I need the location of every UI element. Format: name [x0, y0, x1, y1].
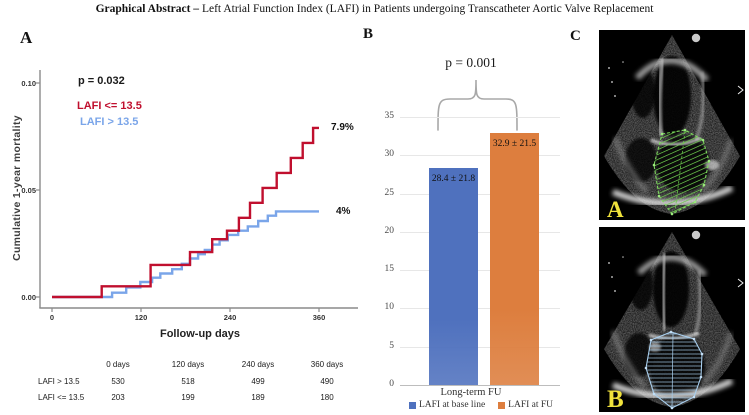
bar-ytick-label: 0: [389, 379, 394, 389]
bar-gridline: [400, 231, 560, 233]
risk-row2-v0: 203: [111, 393, 125, 402]
panel-a-letter: A: [20, 28, 33, 47]
km-endlabel-red: 7.9%: [331, 122, 354, 133]
legend-fu-label: LAFI at FU: [508, 400, 554, 410]
panel-b-letter: B: [363, 26, 374, 42]
la-trace-b: [644, 330, 704, 410]
bar-plot-area: [400, 110, 560, 386]
bar-gridline: [400, 385, 560, 386]
risk-row2-v1: 199: [181, 393, 195, 402]
km-legend-lafi-low: LAFI <= 13.5: [77, 100, 142, 112]
km-xtick-240: 240: [223, 313, 237, 322]
km-p-value: p = 0.032: [78, 75, 125, 87]
legend-item-fu: LAFI at FU: [498, 400, 553, 410]
risk-row1-v1: 518: [181, 377, 195, 386]
km-xlabel: Follow-up days: [159, 328, 241, 340]
risk-row1-v2: 499: [251, 377, 265, 386]
bar-value-label: 28.4 ± 21.8: [431, 173, 476, 184]
bar-ytick-label: 5: [389, 340, 394, 351]
figure-title-bold: Graphical Abstract –: [95, 3, 200, 15]
bar-legend: LAFI at base line LAFI at FU: [396, 400, 566, 410]
fu-swatch-icon: [498, 401, 506, 409]
risk-row2-label: LAFI <= 13.5: [38, 393, 85, 402]
risk-row1-v3: 490: [320, 377, 334, 386]
echo-b-label: B: [607, 386, 624, 412]
km-curves: [52, 126, 319, 299]
bar-ytick-label: 25: [384, 187, 395, 198]
km-curve-lafi-high: [52, 210, 319, 299]
bar-gridline: [400, 155, 560, 157]
km-legend-lafi-high: LAFI > 13.5: [80, 116, 139, 128]
risk-row1-v0: 530: [111, 377, 125, 386]
bar-ytick-label: 10: [384, 302, 395, 313]
echo-b-anatomy: [608, 230, 744, 399]
bar-category-label: Long-term FU: [440, 387, 502, 398]
risk-row2-v3: 180: [320, 393, 334, 402]
bar-gridline: [400, 270, 560, 272]
figure-title: Graphical Abstract – Left Atrial Functio…: [0, 3, 749, 15]
bar-lafi-baseline: [429, 167, 478, 385]
risk-row2-v2: 189: [251, 393, 265, 402]
bar-ytick-label: 30: [384, 149, 395, 160]
echo-image-a: A: [599, 30, 745, 220]
bar-p-value: p = 0.001: [445, 55, 497, 70]
km-ytick-000: 0.00: [21, 293, 36, 302]
bar-gridline: [400, 346, 560, 348]
echo-a-anatomy: [608, 33, 744, 206]
echo-image-b: B: [599, 227, 745, 412]
km-xtick-360: 360: [312, 313, 326, 322]
bar-ytick-label: 35: [384, 111, 395, 121]
legend-baseline-label: LAFI at base line: [418, 400, 486, 410]
km-xtick-0: 0: [49, 313, 55, 322]
bar-gridline: [400, 193, 560, 195]
significance-brace: [437, 79, 518, 131]
baseline-swatch-icon: [408, 401, 416, 409]
risk-header-240: 240 days: [241, 360, 275, 369]
km-ytick-010: 0.10: [21, 79, 36, 88]
km-ytick-005: 0.05: [21, 186, 36, 195]
risk-header-360: 360 days: [310, 360, 344, 369]
bar-value-label: 32.9 ± 21.5: [492, 139, 537, 150]
panel-c-letter: C: [570, 28, 581, 44]
km-curve-lafi-low: [52, 126, 319, 299]
figure-title-rest: Left Atrial Function Index (LAFI) in Pat…: [199, 3, 654, 15]
km-endlabel-blue: 4%: [336, 206, 351, 217]
km-xtick-120: 120: [134, 313, 148, 322]
echo-a-label: A: [607, 197, 624, 220]
risk-header-0: 0 days: [106, 360, 130, 369]
bar-lafi-fu: [490, 133, 539, 385]
bar-ytick-label: 20: [384, 225, 395, 236]
km-axes: [36, 70, 358, 312]
bar-ytick-label: 15: [384, 264, 395, 275]
risk-header-120: 120 days: [171, 360, 205, 369]
bar-gridline: [400, 308, 560, 310]
bar-gridline: [400, 117, 560, 118]
km-plot: [36, 70, 358, 312]
legend-item-baseline: LAFI at base line: [408, 400, 486, 410]
risk-row1-label: LAFI > 13.5: [38, 377, 80, 386]
